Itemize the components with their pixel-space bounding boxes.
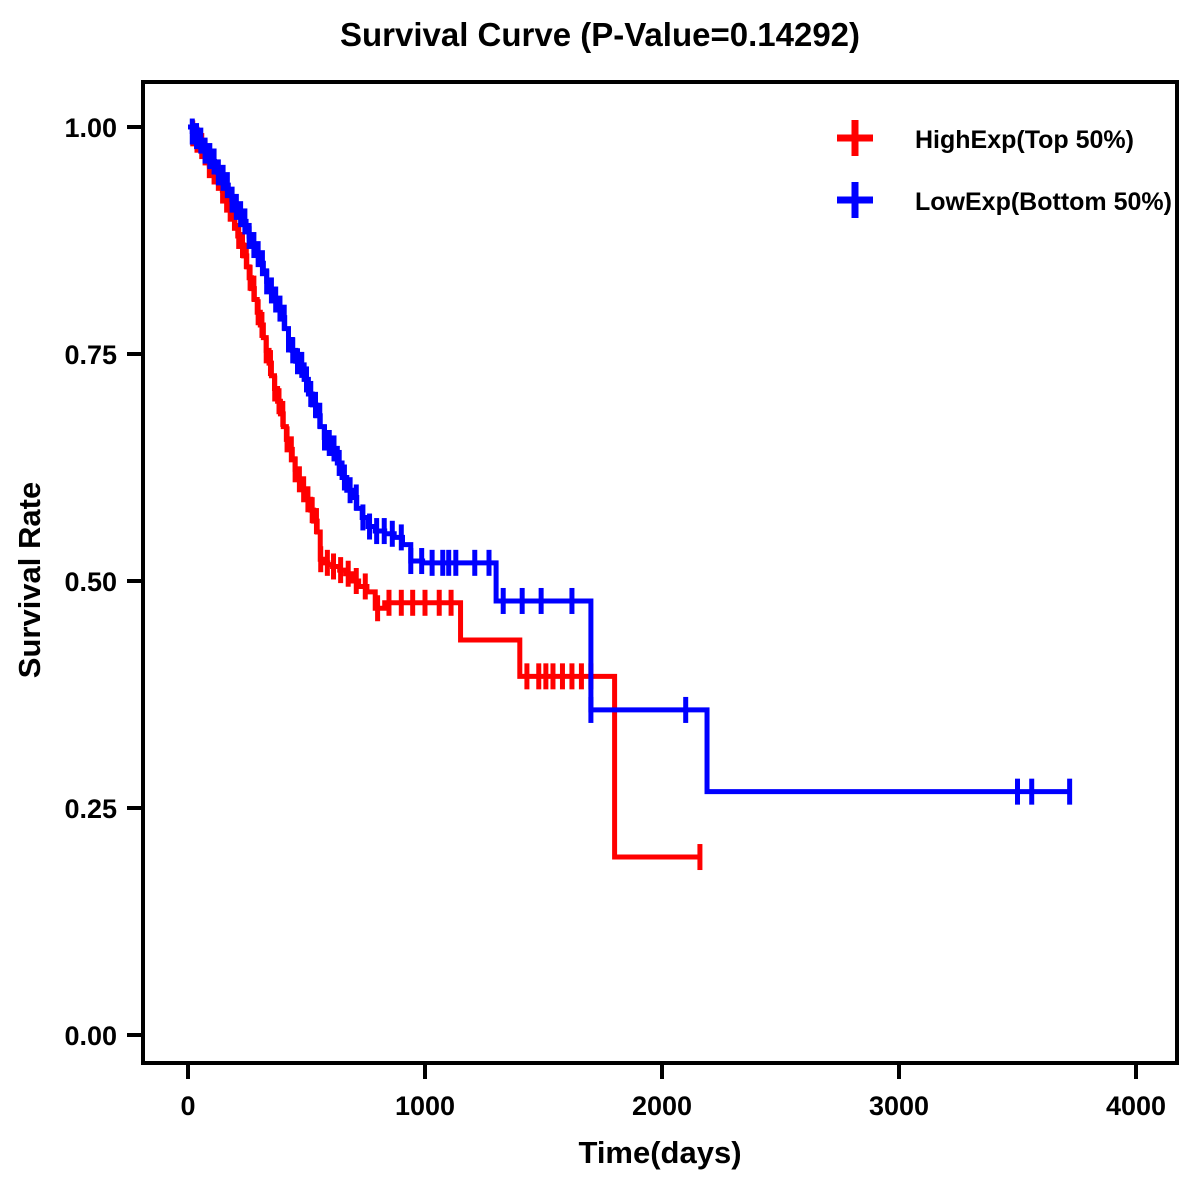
- survival-curves: [188, 118, 1073, 871]
- survival-series-low-exp: [188, 118, 1073, 805]
- legend: HighExp(Top 50%) LowExp(Bottom 50%): [837, 120, 1172, 218]
- plot-frame: [141, 80, 1179, 1065]
- legend-entry: LowExp(Bottom 50%): [837, 182, 1172, 218]
- x-axis: 0 1000 2000 3000 4000: [180, 1063, 1166, 1121]
- legend-label: HighExp(Top 50%): [915, 126, 1134, 154]
- y-tick-label: 0.75: [64, 340, 117, 370]
- chart-title: Survival Curve (P-Value=0.14292): [339, 16, 861, 53]
- legend-label: LowExp(Bottom 50%): [915, 188, 1172, 216]
- x-tick-label: 0: [180, 1091, 195, 1121]
- y-tick-label: 0.00: [64, 1021, 117, 1051]
- x-tick-label: 2000: [632, 1091, 692, 1121]
- x-tick-label: 1000: [395, 1091, 455, 1121]
- survival-series-high-exp: [188, 120, 703, 871]
- x-tick-label: 3000: [869, 1091, 929, 1121]
- y-tick-label: 1.00: [64, 113, 117, 143]
- step-line: [188, 124, 1070, 795]
- step-line: [188, 124, 700, 860]
- y-tick-label: 0.50: [64, 567, 117, 597]
- legend-entry: HighExp(Top 50%): [837, 120, 1134, 156]
- y-axis: 0.00 0.25 0.50 0.75 1.00: [64, 113, 143, 1051]
- x-axis-title: Time(days): [578, 1135, 741, 1170]
- x-tick-label: 4000: [1106, 1091, 1166, 1121]
- y-tick-label: 0.25: [64, 794, 117, 824]
- y-axis-title: Survival Rate: [12, 482, 47, 678]
